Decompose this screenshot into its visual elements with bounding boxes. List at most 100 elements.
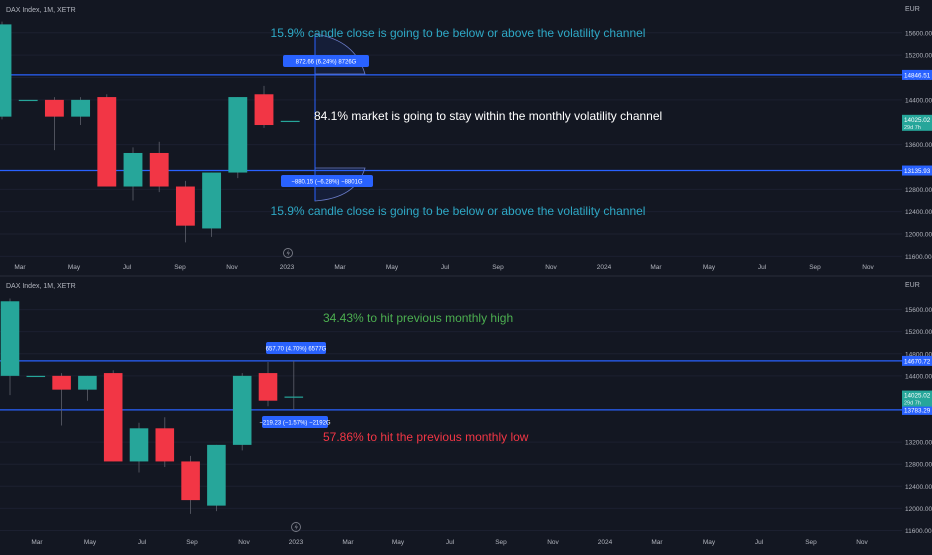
candle-body — [26, 375, 46, 378]
bottom-chart-x-axis: Mar May Jul Sep Nov 2023 Mar May Jul Sep Nov 2024 Ma… — [31, 539, 868, 546]
channel-level-tag — [902, 165, 932, 176]
x-tick-label: Mar — [14, 264, 26, 271]
channel-level-price: 13783.29 — [904, 407, 931, 414]
x-tick-label: Sep — [495, 539, 507, 546]
candle[interactable] — [202, 172, 222, 237]
x-tick-label: May — [68, 264, 81, 271]
bottom-measure-box-upper[interactable]: 657.70 (4.70%) 6577G — [266, 342, 327, 354]
candle-body — [78, 375, 97, 390]
y-tick-label: 14400.00 — [905, 373, 932, 380]
candle[interactable] — [0, 298, 20, 396]
current-price-countdown: 29d 7h — [904, 401, 921, 407]
candle[interactable] — [254, 85, 274, 128]
candle-body — [0, 301, 20, 376]
bottom-chart-currency: EUR — [905, 282, 920, 289]
candle-body — [97, 97, 117, 187]
candle-body — [232, 375, 252, 445]
top-measure-box-lower[interactable]: −880.15 (−6.28%) −8801G — [281, 175, 373, 187]
candle-body — [103, 373, 123, 462]
candle-body — [284, 396, 304, 398]
bottom-chart-y-axis: 15600.00 15200.00 14800.00 14400.00 13200.00… — [905, 307, 932, 535]
candle[interactable] — [52, 373, 71, 426]
y-tick-label: 13200.00 — [905, 440, 932, 447]
candle-body — [258, 373, 278, 401]
top-chart-candles[interactable] — [0, 21, 300, 243]
y-tick-label: 15600.00 — [905, 30, 932, 37]
y-tick-label: 15600.00 — [905, 307, 932, 314]
x-tick-label: Nov — [226, 264, 238, 271]
current-price-tag — [902, 114, 932, 131]
y-tick-label: 12800.00 — [905, 462, 932, 469]
y-tick-label: 15200.00 — [905, 53, 932, 60]
x-tick-label: Mar — [31, 539, 43, 546]
bottom-chart-title: DAX Index, 1M, XETR — [6, 283, 76, 290]
top-annotation-lower: 15.9% candle close is going to be below … — [271, 204, 646, 218]
candle-body — [123, 152, 143, 187]
x-tick-label: Sep — [809, 264, 821, 271]
candle[interactable] — [181, 455, 200, 514]
y-tick-label: 13600.00 — [905, 142, 932, 149]
candle[interactable] — [232, 373, 252, 451]
bottom-chart-candles[interactable] — [0, 298, 304, 514]
bottom-annotation-lower: 57.86% to hit the previous monthly low — [323, 430, 529, 444]
channel-level-price: 14846.51 — [904, 72, 931, 79]
top-measure-lower-label: −880.15 (−6.28%) −8801G — [291, 180, 363, 186]
y-tick-label: 15200.00 — [905, 329, 932, 336]
candle[interactable] — [97, 94, 117, 187]
bottom-chart-panel[interactable]: DAX Index, 1M, XETR EUR 15600.00 15200.00… — [0, 282, 932, 546]
x-tick-label: Jul — [755, 539, 764, 546]
candle[interactable] — [149, 141, 169, 193]
candle[interactable] — [26, 375, 46, 378]
top-flash-icon[interactable] — [283, 248, 293, 258]
top-measure-box-upper[interactable]: 872.66 (6.24%) 8726G — [283, 55, 369, 67]
x-tick-label: Nov — [862, 264, 874, 271]
x-tick-label: Sep — [174, 264, 186, 271]
x-tick-label: Sep — [492, 264, 504, 271]
x-tick-label: Sep — [186, 539, 198, 546]
candle-body — [228, 97, 248, 173]
x-tick-label: Jul — [123, 264, 132, 271]
candle[interactable] — [71, 97, 91, 126]
bottom-measure-lower-label: −219.23 (−1.57%) −2192G — [259, 421, 331, 427]
candle-body — [149, 152, 169, 187]
candle[interactable] — [207, 444, 226, 512]
bottom-measure-upper-label: 657.70 (4.70%) 6577G — [266, 347, 327, 353]
x-tick-label: 2023 — [289, 539, 304, 546]
x-tick-label: Nov — [238, 539, 250, 546]
candle[interactable] — [78, 375, 97, 401]
bottom-measure-box-lower[interactable]: −219.23 (−1.57%) −2192G — [259, 416, 331, 428]
candle[interactable] — [228, 97, 248, 179]
x-tick-label: Mar — [651, 539, 663, 546]
candle[interactable] — [129, 422, 149, 473]
x-tick-label: Sep — [805, 539, 817, 546]
candle[interactable] — [280, 120, 300, 123]
candle-body — [175, 186, 195, 226]
top-chart-currency: EUR — [905, 6, 920, 13]
x-tick-label: 2024 — [598, 539, 613, 546]
top-annotation-upper: 15.9% candle close is going to be below … — [271, 26, 646, 40]
candle[interactable] — [18, 99, 38, 102]
x-tick-label: May — [703, 264, 716, 271]
candle[interactable] — [175, 180, 195, 243]
candle[interactable] — [0, 21, 12, 120]
bottom-flash-icon[interactable] — [291, 522, 301, 532]
top-chart-panel[interactable]: DAX Index, 1M, XETR EUR 15600.00 15200.00… — [0, 6, 932, 271]
x-tick-label: May — [386, 264, 399, 271]
candle[interactable] — [123, 147, 143, 201]
x-tick-label: Jul — [446, 539, 455, 546]
y-tick-label: 12800.00 — [905, 187, 932, 194]
candle-body — [0, 24, 12, 117]
x-tick-label: Nov — [545, 264, 557, 271]
candle[interactable] — [258, 362, 278, 407]
candle[interactable] — [284, 360, 304, 410]
candle[interactable] — [155, 417, 175, 467]
current-price-countdown: 29d 7h — [904, 125, 921, 131]
candle[interactable] — [103, 370, 123, 462]
x-tick-label: May — [84, 539, 97, 546]
y-tick-label: 12400.00 — [905, 209, 932, 216]
x-tick-label: Jul — [758, 264, 767, 271]
x-tick-label: 2024 — [597, 264, 612, 271]
candle[interactable] — [44, 97, 64, 151]
x-tick-label: Nov — [547, 539, 559, 546]
